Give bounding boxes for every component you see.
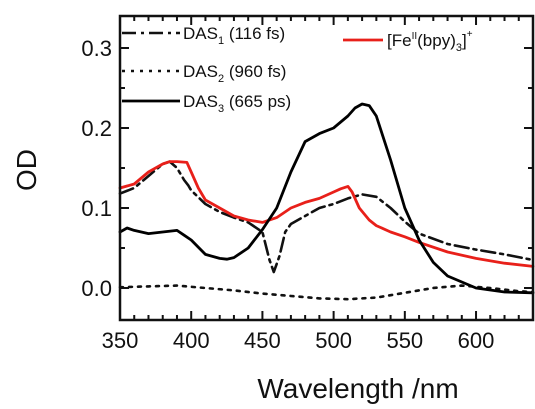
legend: DAS1 (116 fs) DAS2 (960 fs) DAS3 (665 ps… (122, 24, 473, 115)
y-tick-label: 0.2 (81, 116, 112, 141)
series-line-fe (118, 160, 535, 268)
x-axis-title: Wavelength /nm (257, 373, 458, 404)
legend-fe-subscript: 3 (456, 42, 462, 54)
y-tick-label: 0.0 (81, 276, 112, 301)
y-axis-title: OD (11, 149, 42, 191)
legend-label-das3: DAS3 (665 ps) (183, 92, 291, 115)
series-layer (118, 102, 535, 301)
legend-das2-subscript: 2 (218, 73, 224, 85)
legend-fe-open: [Fe (387, 31, 412, 50)
legend-das1-suffix: (116 fs) (224, 24, 285, 43)
legend-das2-name: DAS (183, 62, 218, 81)
legend-label-das2: DAS2 (960 fs) (183, 62, 286, 85)
legend-das1-name: DAS (183, 24, 218, 43)
legend-fe-superscript-ii: II (412, 31, 418, 42)
ticks-layer: 350 400 450 500 550 600 0.0 0.1 0.2 0.3 (81, 16, 534, 353)
x-tick-label: 450 (244, 328, 281, 353)
x-tick-label: 400 (173, 328, 210, 353)
plot-frame (118, 14, 535, 322)
legend-das3-suffix: (665 ps) (224, 92, 291, 111)
x-tick-label: 550 (386, 328, 423, 353)
x-tick-label: 350 (102, 328, 139, 353)
legend-fe-ligand: (bpy) (417, 31, 456, 50)
series-line-das3 (118, 102, 535, 295)
legend-das3-name: DAS (183, 92, 218, 111)
x-tick-label: 600 (458, 328, 495, 353)
legend-fe-close: ] (462, 31, 467, 50)
legend-das1-subscript: 1 (218, 35, 224, 47)
x-tick-label: 500 (315, 328, 352, 353)
legend-fe-charge: + (467, 29, 473, 40)
series-line-das2 (118, 284, 535, 301)
legend-label-das1: DAS1 (116 fs) (183, 24, 285, 47)
y-tick-label: 0.3 (81, 36, 112, 61)
legend-label-fe: [FeII(bpy)3]+ (387, 29, 473, 54)
y-tick-label: 0.1 (81, 196, 112, 221)
legend-das2-suffix: (960 fs) (224, 62, 286, 81)
series-line-das1 (118, 160, 535, 274)
legend-das3-subscript: 3 (218, 103, 224, 115)
